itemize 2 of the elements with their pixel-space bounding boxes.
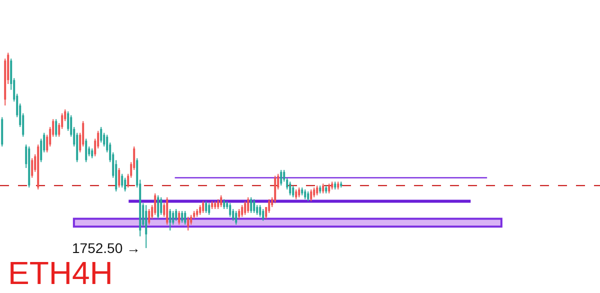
text: ETH4H bbox=[8, 255, 113, 291]
annotation: 1752.50 → bbox=[72, 240, 140, 256]
